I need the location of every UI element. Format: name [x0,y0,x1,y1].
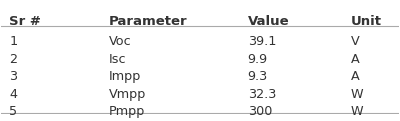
Text: A: A [351,70,360,83]
Text: 5: 5 [9,105,18,118]
Text: 9.3: 9.3 [248,70,268,83]
Text: 32.3: 32.3 [248,88,276,101]
Text: 3: 3 [9,70,18,83]
Text: W: W [351,88,364,101]
Text: Impp: Impp [109,70,141,83]
Text: Isc: Isc [109,53,126,66]
Text: W: W [351,105,364,118]
Text: 2: 2 [9,53,17,66]
Text: 4: 4 [9,88,17,101]
Text: Parameter: Parameter [109,15,187,28]
Text: A: A [351,53,360,66]
Text: Unit: Unit [351,15,382,28]
Text: V: V [351,35,360,48]
Text: 300: 300 [248,105,272,118]
Text: Vmpp: Vmpp [109,88,146,101]
Text: Pmpp: Pmpp [109,105,145,118]
Text: Value: Value [248,15,289,28]
Text: 39.1: 39.1 [248,35,276,48]
Text: Sr #: Sr # [9,15,41,28]
Text: 1: 1 [9,35,18,48]
Text: Voc: Voc [109,35,131,48]
Text: 9.9: 9.9 [248,53,268,66]
